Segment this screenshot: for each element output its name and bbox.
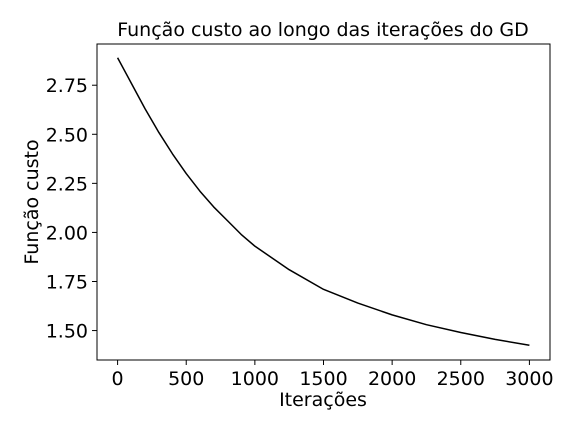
plot-area-frame: [96, 43, 551, 361]
series-group: [116, 57, 530, 347]
x-tick-label: 500: [168, 368, 204, 390]
chart-title: Função custo ao longo das iterações do G…: [117, 19, 529, 41]
y-tick-label: 1.75: [46, 271, 88, 293]
y-tick-label: 1.50: [46, 321, 88, 343]
x-axis: 0 500 1000 1500 2000 2500 3000: [112, 360, 554, 390]
x-tick-label: 0: [112, 368, 124, 390]
y-axis-label: Função custo: [21, 139, 43, 264]
y-axis: 1.50 1.75 2.00 2.25 2.50 2.75: [46, 75, 97, 343]
x-tick-label: 2500: [437, 368, 485, 390]
x-tick-label: 1000: [231, 368, 279, 390]
x-tick-label: 3000: [505, 368, 553, 390]
y-tick-label: 2.00: [46, 222, 88, 244]
series-line-custo: [116, 57, 530, 347]
x-axis-label: Iterações: [279, 389, 367, 411]
x-tick-label: 2000: [368, 368, 416, 390]
y-tick-label: 2.50: [46, 124, 88, 146]
y-tick-label: 2.25: [46, 173, 88, 195]
y-tick-label: 2.75: [46, 75, 88, 97]
x-tick-label: 1500: [299, 368, 347, 390]
